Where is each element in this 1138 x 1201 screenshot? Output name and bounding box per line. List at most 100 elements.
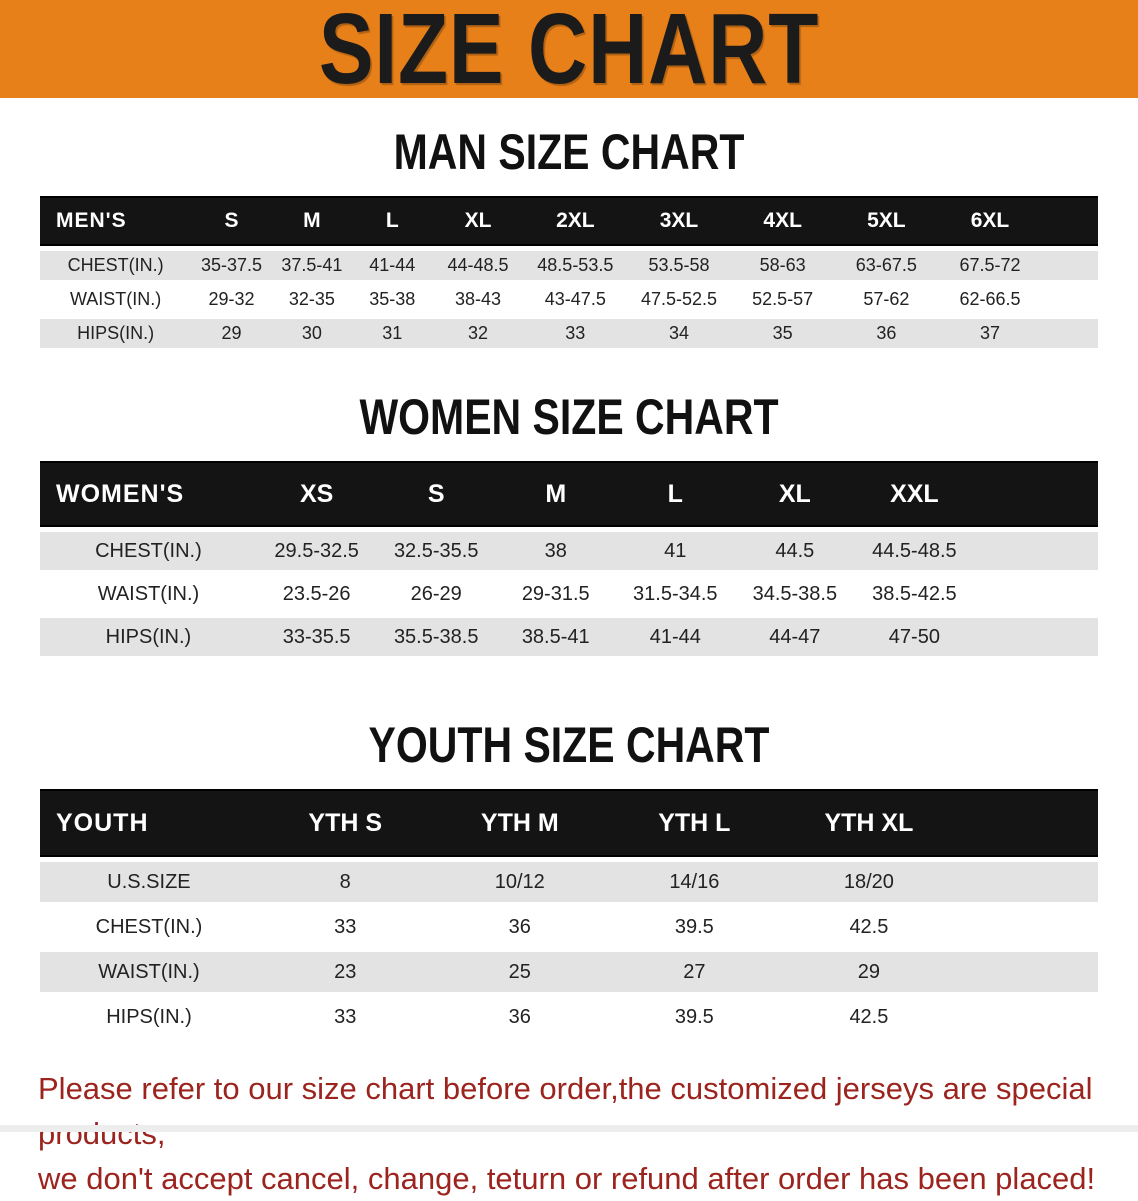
table-header-label: YOUTH [40, 789, 258, 857]
measurement-value: 39.5 [674, 1005, 714, 1028]
table-header-row: WOMEN'S XS S M L XL XXL [40, 461, 1098, 527]
disclaimer-note: Please refer to our size chart before or… [0, 1066, 1138, 1201]
header-filler [956, 789, 1098, 857]
measurement-label: WAIST(IN.) [97, 582, 200, 605]
row-filler [956, 997, 1098, 1037]
youth-section-title: YOUTH SIZE CHART [368, 717, 770, 773]
size-column-header: L [615, 461, 736, 527]
measurement-value: 44-47 [735, 618, 855, 656]
measurement-value: 44.5-48.5 [854, 532, 975, 570]
measurement-value: 29 [781, 952, 957, 992]
measurement-value: 67.5-72 [938, 251, 1042, 280]
measurement-value: 37 [938, 319, 1042, 348]
youth-size-table-wrap: YOUTH YTH S YTH M YTH L YTH XL U.S.SIZE 8 10/12… [40, 784, 1098, 1042]
measurement-value: 38-43 [454, 289, 502, 309]
measurement-row: HIPS(IN.) 29 30 31 32 33 34 35 36 37 [40, 319, 1098, 348]
measurement-value: 32-35 [288, 289, 335, 309]
measurement-value: 35 [730, 319, 835, 348]
womens-size-table-wrap: WOMEN'S XS S M L XL XXL CHEST(IN.) 29.5-32.5 32.5… [40, 456, 1098, 661]
measurement-row: WAIST(IN.) 23.5-26 26-29 29-31.5 31.5-34.5 34… [40, 575, 1098, 613]
measurement-value: 33 [523, 319, 628, 348]
measurement-label: CHEST(IN.) [40, 532, 257, 570]
measurement-value: 33 [334, 915, 357, 938]
measurement-value: 29-31.5 [521, 582, 590, 605]
measurement-label: HIPS(IN.) [106, 1005, 192, 1028]
measurement-value: 25 [432, 952, 608, 992]
measurement-value: 8 [257, 862, 433, 902]
measurement-value: 47.5-52.5 [640, 289, 718, 309]
size-column-header: L [352, 196, 433, 246]
size-column-header: XL [432, 196, 524, 246]
measurement-label: CHEST(IN.) [95, 915, 203, 938]
measurement-row: HIPS(IN.) 33 36 39.5 42.5 [40, 997, 1098, 1037]
size-table: WOMEN'S XS S M L XL XXL CHEST(IN.) 29.5-32.5 32.5… [40, 456, 1098, 661]
measurement-value: 43-47.5 [544, 289, 606, 309]
measurement-value: 23.5-26 [282, 582, 351, 605]
size-table: MEN'S S M L XL 2XL 3XL 4XL 5XL 6XL CHEST(IN.) 35-37… [40, 191, 1098, 353]
measurement-value: 42.5 [849, 915, 889, 938]
measurement-value: 37.5-41 [271, 251, 353, 280]
size-column-header: 5XL [834, 196, 939, 246]
measurement-value: 26-29 [410, 582, 462, 605]
disclaimer-line-1: Please refer to our size chart before or… [38, 1071, 1093, 1151]
measurement-value: 39.5 [674, 915, 714, 938]
measurement-value: 58-63 [730, 251, 835, 280]
row-filler [956, 952, 1098, 992]
size-column-header: S [376, 461, 496, 527]
size-column-header: S [191, 196, 272, 246]
table-header-row: YOUTH YTH S YTH M YTH L YTH XL [40, 789, 1098, 857]
measurement-value: 38.5-41 [495, 618, 616, 656]
header-filler [974, 461, 1098, 527]
row-filler [974, 575, 1098, 613]
row-filler [974, 618, 1098, 656]
size-column-header: M [271, 196, 353, 246]
measurement-value: 36 [508, 915, 531, 938]
measurement-row: CHEST(IN.) 35-37.5 37.5-41 41-44 44-48.5 48.5… [40, 251, 1098, 280]
measurement-value: 10/12 [432, 862, 608, 902]
measurement-value: 38.5-42.5 [872, 582, 957, 605]
size-column-header: 3XL [627, 196, 731, 246]
measurement-value: 32.5-35.5 [376, 532, 496, 570]
measurement-label: WAIST(IN.) [40, 952, 258, 992]
size-column-header: YTH M [432, 789, 608, 857]
size-column-header: 6XL [938, 196, 1042, 246]
youth-size-section: YOUTH SIZE CHART YOUTH YTH S YTH M YTH L YTH… [0, 717, 1138, 1042]
measurement-label: CHEST(IN.) [40, 251, 192, 280]
measurement-value: 31 [352, 319, 433, 348]
measurement-value: 41-44 [352, 251, 433, 280]
measurement-value: 34 [627, 319, 731, 348]
measurement-value: 52.5-57 [752, 289, 814, 309]
measurement-row: WAIST(IN.) 29-32 32-35 35-38 38-43 43-47.5 47.… [40, 285, 1098, 314]
measurement-value: 48.5-53.5 [523, 251, 628, 280]
measurement-value: 29 [191, 319, 272, 348]
measurement-value: 36 [508, 1005, 531, 1028]
measurement-value: 47-50 [854, 618, 975, 656]
measurement-value: 32 [432, 319, 524, 348]
measurement-label: HIPS(IN.) [40, 319, 192, 348]
size-column-header: M [495, 461, 616, 527]
measurement-row: CHEST(IN.) 33 36 39.5 42.5 [40, 907, 1098, 947]
measurement-value: 34.5-38.5 [752, 582, 838, 605]
measurement-label: WAIST(IN.) [69, 289, 162, 309]
measurement-row: CHEST(IN.) 29.5-32.5 32.5-35.5 38 41 44.5 44.5… [40, 532, 1098, 570]
measurement-value: 62-66.5 [959, 289, 1021, 309]
page-title: SIZE CHART [318, 0, 820, 105]
women-size-section: WOMEN SIZE CHART WOMEN'S XS S M L XL XXL CHEST(… [0, 389, 1138, 661]
disclaimer-line-2: we don't accept cancel, change, teturn o… [38, 1161, 1096, 1196]
measurement-value: 41 [615, 532, 736, 570]
measurement-value: 53.5-58 [627, 251, 731, 280]
measurement-value: 35-37.5 [191, 251, 272, 280]
size-table: YOUTH YTH S YTH M YTH L YTH XL U.S.SIZE 8 10/12… [40, 784, 1098, 1042]
measurement-value: 41-44 [615, 618, 736, 656]
women-section-title: WOMEN SIZE CHART [359, 389, 779, 445]
row-filler [1041, 319, 1098, 348]
size-column-header: 2XL [523, 196, 628, 246]
measurement-value: 35.5-38.5 [376, 618, 496, 656]
row-filler [1041, 251, 1098, 280]
measurement-value: 33 [334, 1005, 357, 1028]
measurement-row: U.S.SIZE 8 10/12 14/16 18/20 [40, 862, 1098, 902]
measurement-label: U.S.SIZE [40, 862, 258, 902]
header-filler [1041, 196, 1098, 246]
measurement-value: 31.5-34.5 [633, 582, 718, 605]
